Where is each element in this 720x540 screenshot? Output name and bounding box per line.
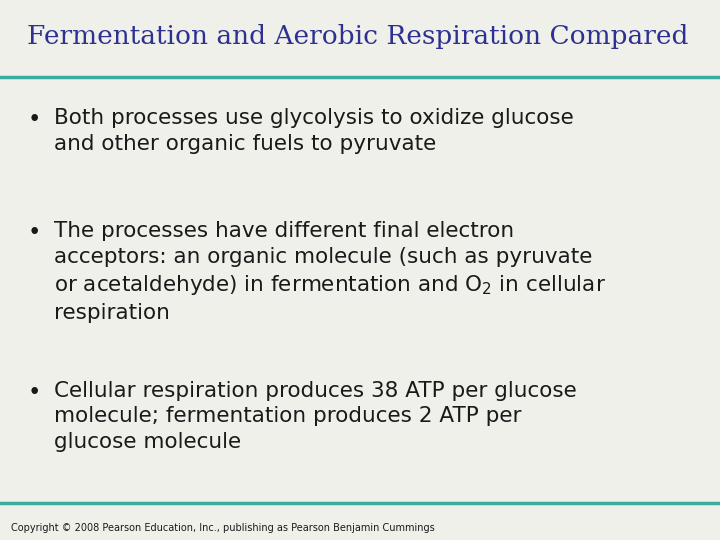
Text: Copyright © 2008 Pearson Education, Inc., publishing as Pearson Benjamin Cumming: Copyright © 2008 Pearson Education, Inc.…	[11, 523, 435, 533]
Text: •: •	[27, 221, 41, 245]
Text: •: •	[27, 381, 41, 404]
Text: Fermentation and Aerobic Respiration Compared: Fermentation and Aerobic Respiration Com…	[27, 24, 689, 49]
Text: •: •	[27, 108, 41, 131]
Text: The processes have different final electron
acceptors: an organic molecule (such: The processes have different final elect…	[54, 221, 606, 323]
Text: Both processes use glycolysis to oxidize glucose
and other organic fuels to pyru: Both processes use glycolysis to oxidize…	[54, 108, 574, 153]
Text: Cellular respiration produces 38 ATP per glucose
molecule; fermentation produces: Cellular respiration produces 38 ATP per…	[54, 381, 577, 452]
